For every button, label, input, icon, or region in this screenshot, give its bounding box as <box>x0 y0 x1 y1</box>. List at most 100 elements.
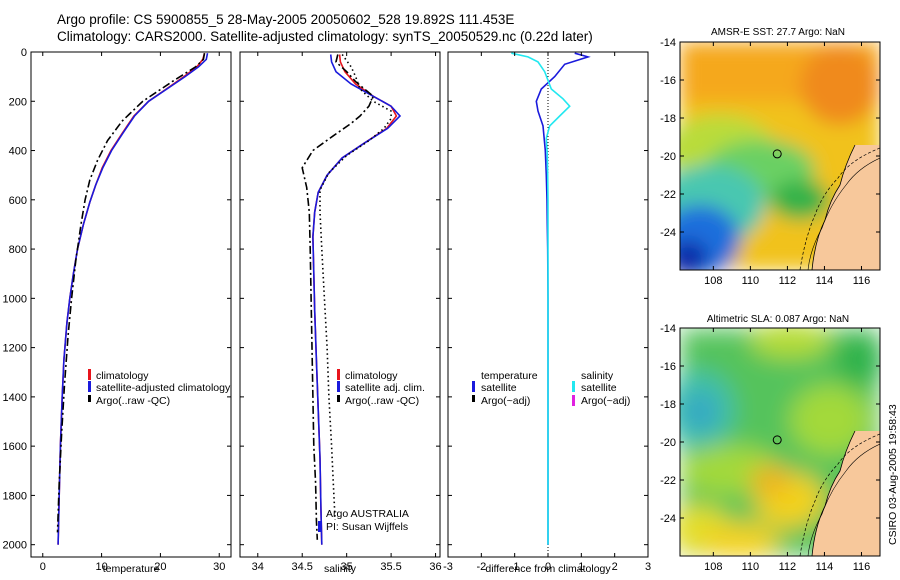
float-position-marker <box>772 149 782 159</box>
isobath-dashed <box>799 433 880 556</box>
coastline <box>811 144 856 270</box>
x-tick-label: 110 <box>742 561 760 573</box>
y-tick-label: 800 <box>9 244 27 256</box>
x-tick-label: 114 <box>816 275 834 287</box>
legend-climatology-label: climatology <box>96 370 149 382</box>
series-line-argo-raw-qc- <box>301 54 375 540</box>
legend-argo-label: Argo(..raw -QC) <box>96 395 170 407</box>
annotation-swatch <box>318 521 321 532</box>
legend-temp-satellite-swatch <box>472 381 475 392</box>
legend-climatology-label: climatology <box>345 370 398 382</box>
x-tick-label: 110 <box>742 275 760 287</box>
x-tick-label: 3 <box>645 561 651 573</box>
y-tick-label: -18 <box>660 399 676 411</box>
x-tick-label: 114 <box>816 561 834 573</box>
series-line-argo-raw-qc- <box>56 53 206 533</box>
x-tick-label: 108 <box>704 561 722 573</box>
series-line-climatology <box>57 52 206 545</box>
sla-map-panel: Altimetric SLA: 0.087 Argo: NaN <box>660 314 881 573</box>
x-tick-label: 112 <box>779 561 797 573</box>
credit-stamp: CSIRO 03-Aug-2005 19:58:43 <box>887 404 899 545</box>
x-tick-label: 0 <box>545 561 551 573</box>
x-tick-label: 116 <box>853 561 871 573</box>
x-tick-label: 116 <box>853 275 871 287</box>
series-line-salinity-satellite <box>511 52 571 545</box>
difference-x-label: difference from climatology <box>485 563 611 575</box>
legend-satellite-label: satellite-adjusted climatology <box>96 382 231 394</box>
x-tick-label: 20 <box>154 561 166 573</box>
float-position-marker <box>772 435 782 445</box>
legend-temp-satellite-label: satellite <box>481 382 517 394</box>
x-tick-label: 112 <box>779 275 797 287</box>
y-tick-label: -22 <box>660 189 676 201</box>
temperature-x-label: temperature <box>103 563 160 575</box>
series-line-temperature-satellite <box>535 52 591 545</box>
y-tick-label: 1200 <box>3 343 27 355</box>
temperature-panel: 0 10 20 30 0 200 400 600 800 1000 1200 1400 1600 1800… <box>3 47 232 575</box>
legend-sal-satellite-swatch <box>572 381 575 392</box>
y-tick-label: 1600 <box>3 441 27 453</box>
y-tick-label: 200 <box>9 96 27 108</box>
plot-title-line-2: Climatology: CARS2000. Satellite-adjuste… <box>57 29 593 44</box>
x-tick-label: 36 <box>429 561 441 573</box>
isobath-solid <box>807 443 880 556</box>
y-tick-label: 400 <box>9 146 27 158</box>
coastline <box>811 430 856 556</box>
legend-satellite-label: satellite adj. clim. <box>345 382 425 394</box>
x-tick-label: 10 <box>95 561 107 573</box>
series-line-satellite-adjusted-climatology <box>57 53 209 545</box>
y-tick-label: -22 <box>660 475 676 487</box>
y-tick-label: 600 <box>9 195 27 207</box>
isobath-dashed <box>799 147 880 270</box>
land-mask <box>812 431 880 556</box>
sla-map-title: Altimetric SLA: 0.087 Argo: NaN <box>707 314 849 325</box>
y-tick-label: -14 <box>660 37 676 49</box>
x-tick-label: 35.5 <box>380 561 401 573</box>
x-tick-label: -2 <box>476 561 486 573</box>
legend-salinity-title: salinity <box>581 370 614 382</box>
legend-sal-satellite-label: satellite <box>581 382 617 394</box>
legend-satellite-swatch <box>337 381 340 392</box>
x-tick-label: 34 <box>252 561 264 573</box>
x-tick-label: 2 <box>612 561 618 573</box>
float-owner-annotation: Argo AUSTRALIA <box>326 508 409 520</box>
salinity-panel: 34 34.5 35 35.5 36 salinity climatology sate… <box>239 51 442 575</box>
sst-map-title: AMSR-E SST: 27.7 Argo: NaN <box>711 27 845 38</box>
difference-legend: temperature satellite Argo(~adj) salinit… <box>472 370 630 407</box>
legend-sal-argo-swatch <box>572 395 575 406</box>
legend-temperature-title: temperature <box>481 370 538 382</box>
y-tick-label: -18 <box>660 113 676 125</box>
y-tick-label: 2000 <box>3 540 27 552</box>
x-tick-label: 30 <box>213 561 225 573</box>
land-mask <box>812 145 880 270</box>
plot-title-line-1: Argo profile: CS 5900855_5 28-May-2005 2… <box>57 12 515 27</box>
y-tick-label: -16 <box>660 361 676 373</box>
salinity-x-label: salinity <box>324 563 357 575</box>
y-tick-label: -14 <box>660 323 676 335</box>
y-tick-label: -16 <box>660 75 676 87</box>
x-tick-label: -3 <box>443 561 453 573</box>
sst-map-panel: AMSR-E SST: 27.7 Argo: NaN <box>660 27 881 287</box>
y-tick-label: -20 <box>660 437 676 449</box>
sla-field <box>680 328 880 556</box>
x-tick-label: 35 <box>341 561 353 573</box>
y-tick-label: 1400 <box>3 392 27 404</box>
sst-field <box>680 42 880 270</box>
legend-argo-swatch <box>337 395 340 402</box>
temperature-legend: climatology satellite-adjusted climatolo… <box>88 369 231 407</box>
series-line-climatology <box>312 54 398 545</box>
legend-sal-argo-label: Argo(~adj) <box>581 395 630 407</box>
legend-satellite-swatch <box>88 381 91 392</box>
series-line-reference-3 <box>319 54 392 521</box>
x-tick-label: 0 <box>40 561 46 573</box>
x-tick-label: 108 <box>704 275 722 287</box>
y-tick-label: -24 <box>660 513 676 525</box>
legend-argo-swatch <box>88 395 91 402</box>
legend-temp-argo-label: Argo(~adj) <box>481 395 530 407</box>
x-tick-label: -1 <box>510 561 520 573</box>
y-tick-label: -24 <box>660 227 676 239</box>
legend-temp-argo-swatch <box>472 395 475 402</box>
y-tick-label: -20 <box>660 151 676 163</box>
y-tick-label: 1000 <box>3 293 27 305</box>
